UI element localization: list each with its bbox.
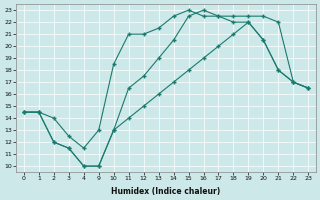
X-axis label: Humidex (Indice chaleur): Humidex (Indice chaleur) xyxy=(111,187,221,196)
